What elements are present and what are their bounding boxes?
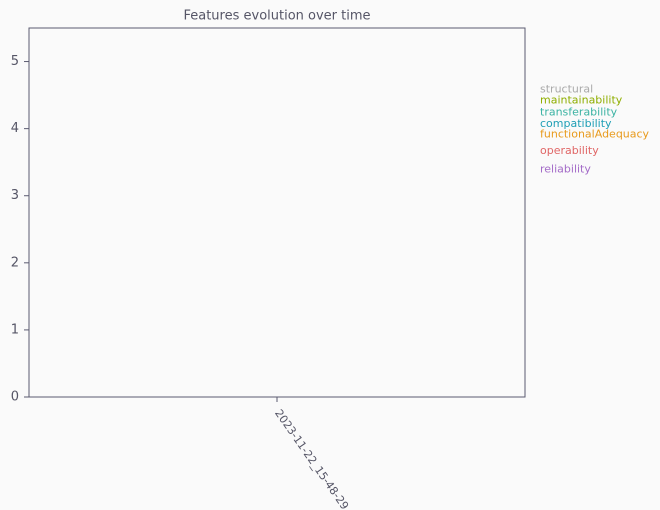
series-label: functionalAdequacy	[540, 128, 650, 141]
series-label: structural	[540, 83, 593, 96]
series-label: transferability	[540, 106, 618, 119]
y-tick-label: 0	[11, 390, 19, 405]
series-label: compatibility	[540, 117, 612, 130]
series-label: reliability	[540, 163, 591, 176]
series-label: maintainability	[540, 93, 623, 106]
chart-title: Features evolution over time	[183, 9, 370, 24]
series-label: operability	[540, 144, 599, 157]
y-tick-label: 4	[11, 121, 19, 136]
y-tick-label: 2	[11, 255, 19, 270]
y-tick-label: 5	[11, 54, 19, 69]
y-tick-label: 3	[11, 188, 19, 203]
y-tick-label: 1	[11, 322, 19, 337]
